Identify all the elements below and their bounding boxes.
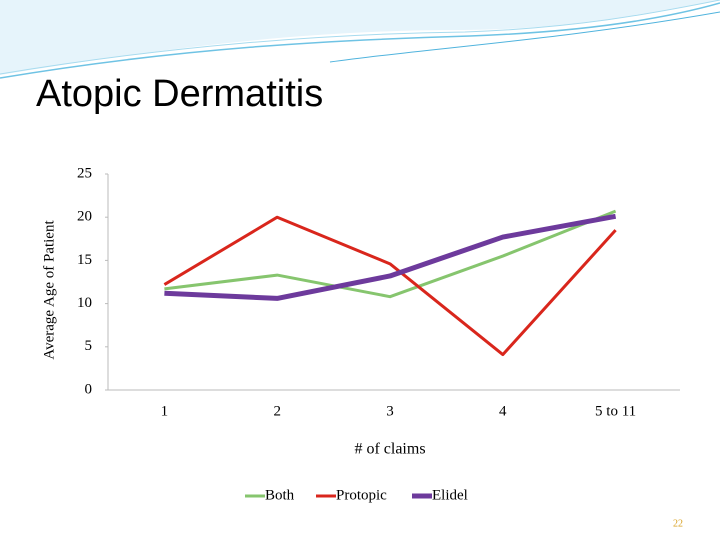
legend-label: Both — [265, 487, 295, 503]
header-decoration — [0, 0, 720, 79]
y-tick-label: 10 — [77, 295, 92, 311]
y-tick-label: 20 — [77, 209, 92, 225]
x-tick-label: 1 — [161, 403, 169, 419]
header-wave — [0, 0, 720, 75]
series-line — [164, 213, 617, 301]
y-tick-label: 0 — [85, 381, 93, 397]
x-tick-label: 3 — [386, 403, 394, 419]
series-line — [163, 215, 617, 357]
series-line — [164, 209, 617, 299]
y-tick-label: 25 — [77, 165, 92, 181]
header-line — [0, 2, 720, 79]
header-line — [0, 0, 720, 75]
slide-number: 22 — [673, 518, 683, 529]
y-tick-label: 15 — [77, 252, 92, 268]
legend-label: Protopic — [336, 487, 387, 503]
x-tick-label: 4 — [499, 403, 507, 419]
legend-label: Elidel — [432, 487, 468, 503]
x-axis-label: # of claims — [354, 441, 425, 458]
x-tick-label: 5 to 11 — [595, 403, 636, 419]
y-tick-label: 5 — [85, 338, 93, 354]
header-line — [329, 11, 720, 63]
x-tick-label: 2 — [273, 403, 281, 419]
slide-title: Atopic Dermatitis — [36, 73, 323, 115]
y-axis-label: Average Age of Patient — [41, 220, 57, 360]
